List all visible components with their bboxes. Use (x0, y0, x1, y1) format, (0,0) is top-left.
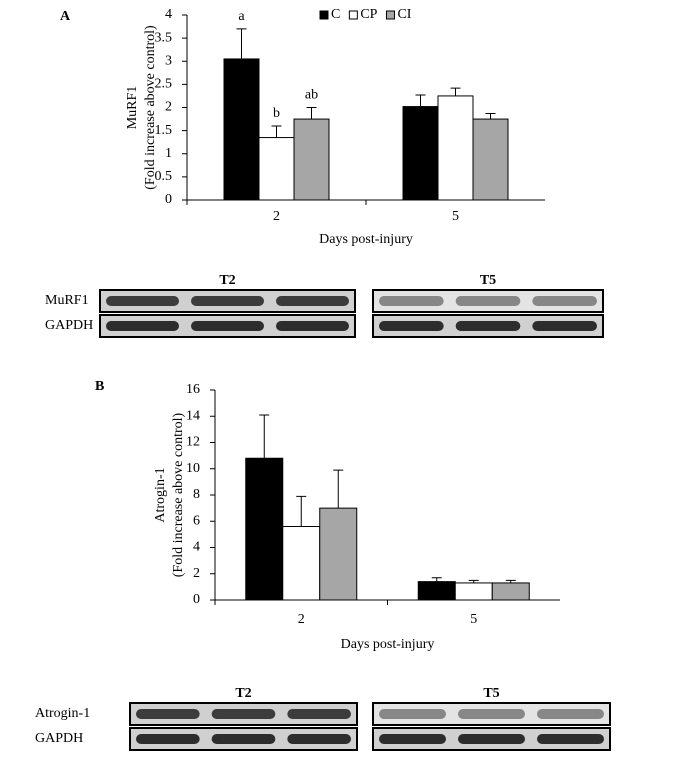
bar (282, 526, 321, 601)
error-bar (259, 414, 270, 459)
y-tick-label: 3.5 (155, 30, 173, 45)
y-tick-label: 2.5 (155, 77, 173, 92)
bar (472, 118, 509, 201)
x-tick-label: 5 (452, 209, 459, 224)
blot-band (276, 296, 349, 306)
error-bar (296, 495, 307, 527)
blot-band (458, 734, 525, 744)
blot-band (379, 321, 444, 331)
blot-band (211, 734, 276, 744)
x-tick-label: 2 (298, 612, 305, 627)
bar (491, 582, 530, 601)
panel-label: A (60, 9, 71, 24)
blot-band (136, 734, 200, 744)
blot-row-label: MuRF1 (45, 293, 89, 308)
legend-label: C (331, 7, 340, 22)
annotation: b (273, 106, 280, 121)
y-tick-label: 2 (193, 566, 200, 581)
blot-band (537, 734, 604, 744)
blot-band (379, 296, 444, 306)
bar (245, 457, 284, 601)
error-bar (236, 28, 247, 59)
blot-row-label: GAPDH (35, 731, 83, 746)
x-axis-label: Days post-injury (319, 232, 413, 247)
blot-row-label: GAPDH (45, 318, 93, 333)
x-axis-label: Days post-injury (341, 637, 435, 652)
bar (454, 582, 493, 601)
y-tick-label: 8 (193, 487, 200, 502)
x-tick-label: 5 (470, 612, 477, 627)
blot-band (537, 709, 604, 719)
y-tick-label: 4 (165, 7, 172, 22)
y-tick-label: 1.5 (155, 123, 173, 138)
blot-group-label: T2 (235, 686, 251, 701)
error-bar (415, 94, 426, 107)
annotation: a (238, 9, 245, 24)
y-tick-label: 0.5 (155, 169, 173, 184)
annotation: ab (305, 88, 318, 103)
y-axis-label: (Fold increase above control) (143, 25, 158, 190)
blot-row-label: Atrogin-1 (35, 706, 90, 721)
error-bar (306, 107, 317, 120)
y-axis-label: (Fold increase above control) (171, 412, 186, 577)
blot-band (136, 709, 200, 719)
error-bar (468, 579, 479, 583)
blot-band (191, 321, 264, 331)
blot-band (532, 321, 597, 331)
blot-band (287, 734, 351, 744)
blot-band (455, 296, 521, 306)
legend-swatch (385, 10, 395, 20)
blot-band (379, 734, 446, 744)
blot-band (276, 321, 349, 331)
y-axis-label: MuRF1 (125, 86, 140, 130)
bar (293, 118, 330, 201)
error-bar (431, 577, 442, 582)
blot-band (191, 296, 264, 306)
x-tick-label: 2 (273, 209, 280, 224)
y-tick-label: 0 (193, 592, 200, 607)
blot-band (455, 321, 521, 331)
y-tick-label: 6 (193, 513, 200, 528)
legend-swatch (319, 10, 329, 20)
bar (258, 137, 295, 201)
blot-band (379, 709, 446, 719)
bar (417, 581, 456, 601)
error-bar (505, 579, 516, 583)
error-bar (333, 469, 344, 509)
y-axis-label: Atrogin-1 (153, 467, 168, 522)
legend-label: CP (360, 7, 377, 22)
legend-swatch (348, 10, 358, 20)
blot-band (532, 296, 597, 306)
y-tick-label: 2 (165, 100, 172, 115)
error-bar (485, 113, 496, 120)
blot-band (287, 709, 351, 719)
y-tick-label: 10 (186, 461, 200, 476)
blot-band (458, 709, 525, 719)
y-tick-label: 14 (186, 408, 200, 423)
error-bar (271, 125, 282, 138)
y-tick-label: 0 (165, 192, 172, 207)
y-tick-label: 12 (186, 435, 200, 450)
error-bar (450, 87, 461, 96)
bar (402, 106, 439, 201)
bar (437, 95, 474, 201)
y-tick-label: 3 (165, 53, 172, 68)
bar (223, 58, 260, 201)
blot-band (211, 709, 276, 719)
blot-group-label: T5 (483, 686, 499, 701)
y-tick-label: 16 (186, 382, 200, 397)
y-tick-label: 1 (165, 146, 172, 161)
blot-group-label: T5 (480, 273, 496, 288)
y-tick-label: 4 (193, 540, 200, 555)
blot-band (106, 321, 179, 331)
panel-label: B (95, 379, 104, 394)
bar (319, 507, 358, 601)
legend-label: CI (397, 7, 411, 22)
blot-group-label: T2 (219, 273, 235, 288)
blot-band (106, 296, 179, 306)
